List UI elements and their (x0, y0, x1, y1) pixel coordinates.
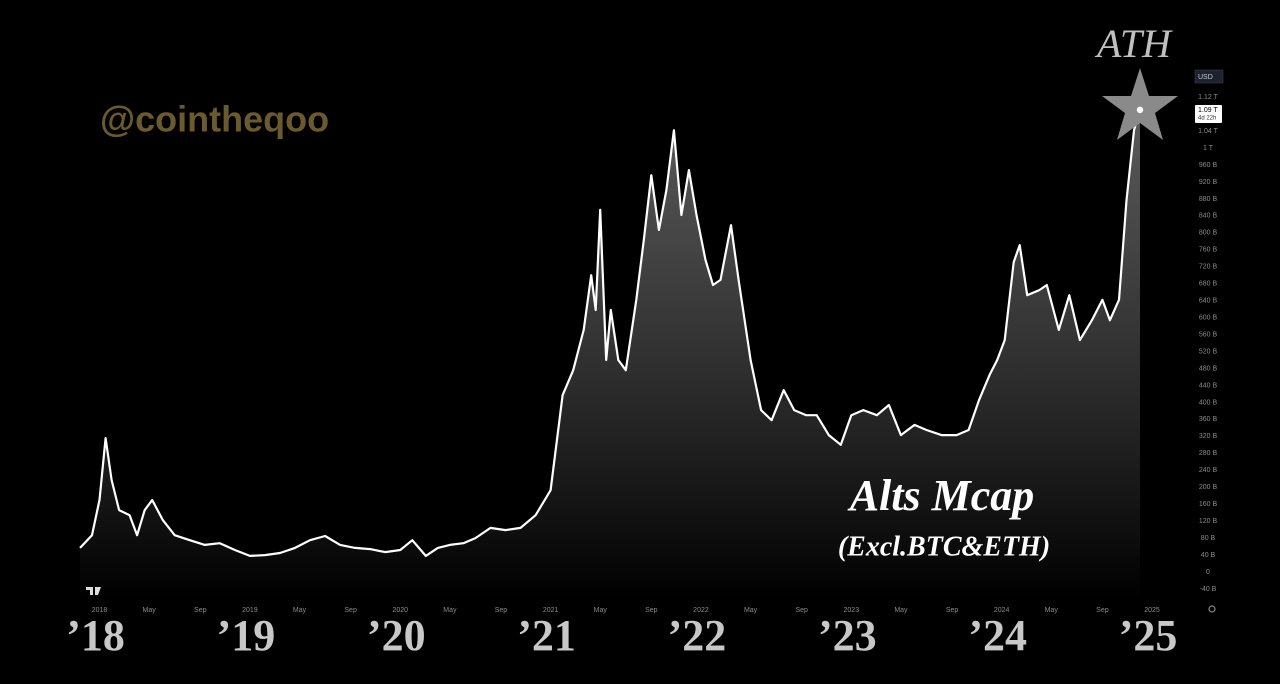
last-price: 1.09 T (1198, 107, 1218, 114)
y-tick-label: 1 T (1203, 145, 1214, 152)
ath-label: ATH (1094, 21, 1173, 66)
year-label: ’20 (367, 611, 426, 660)
y-tick-label: 520 B (1199, 348, 1218, 355)
x-tick-label: Sep (645, 607, 658, 614)
x-tick-label: 2023 (844, 607, 860, 614)
y-tick-label: 240 B (1199, 467, 1218, 474)
y-tick-label: 0 (1206, 569, 1210, 576)
line (79, 109, 1142, 557)
y-tick-label: 280 B (1199, 450, 1218, 457)
y-tick-label: 80 B (1201, 535, 1216, 542)
x-tick-label: May (443, 607, 457, 614)
y-tick-label: 840 B (1199, 213, 1218, 220)
x-tick-label: May (744, 607, 758, 614)
area (80, 109, 1140, 601)
x-tick-label: Sep (946, 607, 959, 614)
x-tick-label: Sep (1096, 607, 1109, 614)
y-tick-label: 480 B (1199, 365, 1218, 372)
y-tick-label: 400 B (1199, 399, 1218, 406)
x-tick-label: Sep (795, 607, 808, 614)
chart-title: Alts Mcap (847, 471, 1035, 520)
year-label: ’25 (1119, 611, 1178, 660)
y-tick-label: 200 B (1199, 484, 1218, 491)
y-tick-label: 920 B (1199, 179, 1218, 186)
y-tick-label: 960 B (1199, 162, 1218, 169)
watermark: @cointheqoo (100, 99, 329, 140)
x-tick-label: May (594, 607, 608, 614)
x-tick-label: 2021 (543, 607, 559, 614)
y-tick-label: 600 B (1199, 314, 1218, 321)
x-tick-label: 2025 (1144, 607, 1160, 614)
y-tick-label: 440 B (1199, 382, 1218, 389)
y-tick-label: 720 B (1199, 264, 1218, 271)
currency: USD (1198, 74, 1213, 81)
x-tick-label: Sep (194, 607, 207, 614)
y-tick-label: 1.12 T (1198, 94, 1218, 101)
x-tick-label: Sep (344, 607, 357, 614)
year-label: ’18 (66, 611, 125, 660)
settings-icon[interactable] (1208, 605, 1216, 613)
price-box (1195, 105, 1222, 123)
y-tick-label: 160 B (1199, 501, 1218, 508)
year-label: ’19 (217, 611, 276, 660)
ath-star (1102, 68, 1178, 140)
y-tick-label: 1.04 T (1198, 128, 1218, 135)
y-tick-label: 40 B (1201, 552, 1216, 559)
year-label: ’22 (668, 611, 727, 660)
y-tick-label: 560 B (1199, 331, 1218, 338)
y-tick-label: 680 B (1199, 281, 1218, 288)
chart-subtitle: (Excl.BTC&ETH) (838, 531, 1050, 562)
x-tick-label: 2020 (392, 607, 408, 614)
y-tick-label: 320 B (1199, 433, 1218, 440)
y-tick-label: 120 B (1199, 518, 1218, 525)
x-tick-label: 2022 (693, 607, 709, 614)
y-tick-label: 360 B (1199, 416, 1218, 423)
countdown: 4d 22h (1198, 116, 1216, 122)
x-tick-label: May (143, 607, 157, 614)
y-tick-label: 640 B (1199, 298, 1218, 305)
logo (86, 587, 101, 595)
x-tick-label: May (894, 607, 908, 614)
last-point (1136, 106, 1144, 114)
y-tick-label: 880 B (1199, 196, 1218, 203)
x-tick-label: Sep (495, 607, 508, 614)
year-label: ’21 (517, 611, 576, 660)
year-label: ’24 (968, 611, 1027, 660)
year-label: ’23 (818, 611, 877, 660)
plot-area (79, 109, 1142, 601)
y-tick-label: 760 B (1199, 247, 1218, 254)
y-tick-label: -40 B (1200, 586, 1217, 593)
x-tick-label: May (1045, 607, 1059, 614)
currency-box (1194, 69, 1224, 84)
x-tick-label: 2019 (242, 607, 258, 614)
x-tick-label: 2018 (92, 607, 108, 614)
y-tick-label: 800 B (1199, 230, 1218, 237)
x-tick-label: 2024 (994, 607, 1010, 614)
x-tick-label: May (293, 607, 307, 614)
